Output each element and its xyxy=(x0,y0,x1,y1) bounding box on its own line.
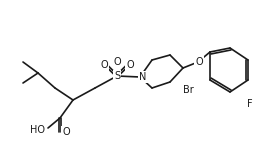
Text: S: S xyxy=(114,71,120,81)
Text: O: O xyxy=(126,60,134,70)
Text: O: O xyxy=(100,60,108,70)
Text: Br: Br xyxy=(183,85,194,95)
Text: F: F xyxy=(247,99,253,109)
Text: O: O xyxy=(113,57,121,67)
Text: N: N xyxy=(139,72,147,82)
Text: O: O xyxy=(62,127,70,137)
Text: HO: HO xyxy=(30,125,45,135)
Text: O: O xyxy=(195,57,203,67)
